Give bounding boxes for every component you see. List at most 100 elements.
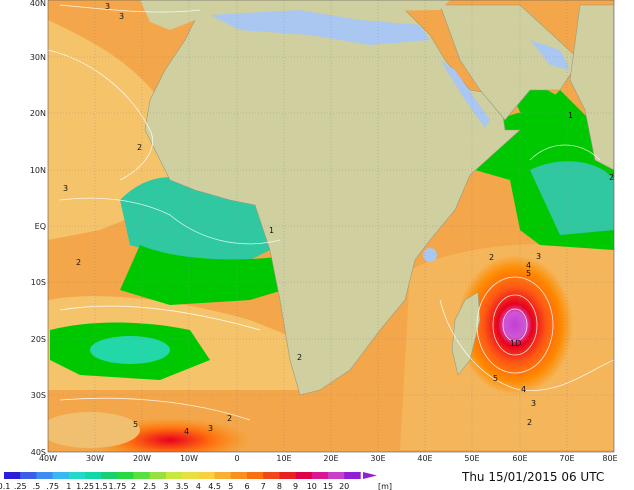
lat-label: 30N	[30, 53, 46, 62]
contour-label: 1	[269, 226, 274, 235]
legend-label: 8	[277, 482, 282, 490]
contour-label: 4	[521, 385, 526, 394]
legend-swatch	[230, 472, 248, 479]
legend-swatch	[149, 472, 167, 479]
contour-label: 2	[76, 258, 81, 267]
legend-label: 2.5	[143, 482, 156, 490]
legend-swatch	[133, 472, 151, 479]
contour-label: 1D	[510, 339, 521, 348]
persian-gulf	[530, 40, 570, 70]
southern-moderate-patch	[48, 412, 140, 448]
cyclone-wave-maximum	[457, 255, 573, 395]
india-landmass	[569, 4, 614, 171]
legend-label: 7	[261, 482, 266, 490]
lon-axis-bg	[0, 452, 634, 468]
contour-label: 2	[489, 253, 494, 262]
legend-swatch	[20, 472, 37, 479]
contour-label: 5	[493, 374, 498, 383]
calm-pocket	[90, 336, 170, 364]
lon-label: 10E	[276, 454, 291, 463]
legend-swatch	[214, 472, 232, 479]
lon-label: 10W	[180, 454, 198, 463]
legend-swatch	[166, 472, 183, 479]
contour-label: 4	[526, 261, 531, 270]
contour-label: 3	[208, 424, 213, 433]
lon-label: 80E	[602, 454, 617, 463]
longitude-axis: 40W 30W 20W 10W 0 10E 20E 30E 40E 50E 60…	[39, 454, 618, 463]
wave-contours	[48, 4, 614, 421]
wave-height-legend: 0.1 .25 .5 .75 1 1.25 1.5 1.75 2 2.5 3 3.5 4 4.5 5 6 7 8 9…	[0, 472, 392, 490]
contour-label: 2	[609, 173, 614, 182]
legend-swatch	[182, 472, 199, 479]
lon-label: 0	[234, 454, 239, 463]
map-border	[47, 0, 615, 453]
contour-label: 3	[531, 399, 536, 408]
legend-label: .25	[14, 482, 27, 490]
madagascar	[451, 291, 481, 376]
contour-label: 2	[227, 414, 232, 423]
africa-landmass	[144, 4, 521, 396]
legend-arrow-icon	[363, 472, 377, 479]
legend-label: 1	[66, 482, 71, 490]
graticule	[48, 0, 614, 452]
legend-swatch	[295, 472, 313, 479]
contour-label: 2	[137, 143, 142, 152]
south-atlantic-calm-zone	[120, 245, 300, 305]
legend-swatch	[52, 472, 70, 479]
lon-label: 30E	[370, 454, 385, 463]
contour-label: 1	[568, 111, 573, 120]
legend-label: .5	[33, 482, 41, 490]
lake-victoria	[423, 248, 437, 262]
iberia-landmass	[140, 0, 205, 30]
lat-label: EQ	[35, 222, 46, 231]
lat-label: 10S	[31, 278, 46, 287]
lat-label: 40S	[31, 448, 46, 457]
red-sea	[440, 60, 490, 128]
map-plot-area: 3 3 2 3 1 2 2 3 4 5 1D 5 4 3 2 2 2 5 4 3…	[48, 0, 614, 452]
legend-label: 2	[131, 482, 136, 490]
legend-label: 4	[196, 482, 201, 490]
legend-swatch	[279, 472, 296, 479]
contour-label: 3	[119, 12, 124, 21]
lat-label: 20N	[30, 109, 46, 118]
legend-label: 1.5	[95, 482, 108, 490]
legend-label: 6	[244, 482, 249, 490]
legend-unit: [m]	[378, 482, 392, 490]
legend-swatches	[4, 472, 361, 479]
lat-label: 30S	[31, 391, 46, 400]
legend-label: 1.25	[76, 482, 94, 490]
contour-label: 2	[527, 418, 532, 427]
legend-swatch	[85, 472, 102, 479]
lat-label: 10N	[30, 166, 46, 175]
lat-label: 40N	[30, 0, 46, 8]
legend-swatch	[311, 472, 329, 479]
lon-label: 20W	[133, 454, 151, 463]
lon-label: 20E	[323, 454, 338, 463]
lon-label: 70E	[559, 454, 574, 463]
mediterranean-sea	[210, 10, 430, 45]
latitude-axis: 40N 30N 20N 10N EQ 10S 20S 30S 40S	[30, 0, 46, 457]
legend-label: 3	[163, 482, 168, 490]
lat-label: 20S	[31, 335, 46, 344]
legend-label: 1.75	[108, 482, 126, 490]
lon-label: 30W	[86, 454, 104, 463]
legend-swatch	[263, 472, 280, 479]
legend-labels: 0.1 .25 .5 .75 1 1.25 1.5 1.75 2 2.5 3 3.5 4 4.5 5 6 7 8 9…	[0, 482, 349, 490]
legend-swatch	[117, 472, 134, 479]
legend-label: 0.1	[0, 482, 10, 490]
lon-label: 60E	[512, 454, 527, 463]
legend-swatch	[4, 472, 21, 479]
contour-label: 3	[105, 2, 110, 11]
forecast-timestamp: Thu 15/01/2015 06 UTC	[462, 470, 605, 484]
legend-swatch	[36, 472, 53, 479]
contour-label: 2	[297, 353, 302, 362]
legend-label: 5	[228, 482, 233, 490]
legend-label: .75	[46, 482, 59, 490]
legend-label: 15	[323, 482, 333, 490]
legend-label: 3.5	[176, 482, 189, 490]
legend-swatch	[198, 472, 215, 479]
legend-swatch	[344, 472, 361, 479]
lon-label: 40E	[417, 454, 432, 463]
legend-label: 20	[339, 482, 349, 490]
